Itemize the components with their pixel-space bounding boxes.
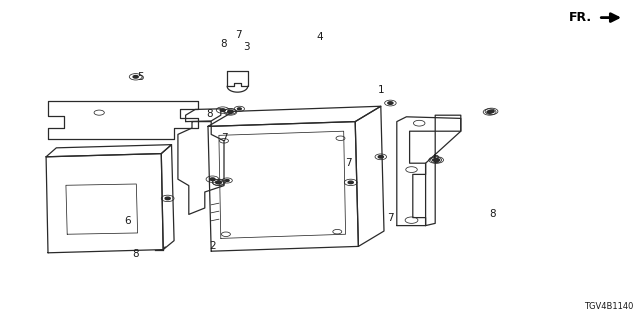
Text: 6: 6 — [125, 216, 131, 226]
Circle shape — [225, 180, 229, 181]
Text: 5: 5 — [138, 72, 144, 82]
Circle shape — [228, 111, 233, 113]
Circle shape — [165, 197, 170, 200]
Circle shape — [487, 111, 492, 113]
Text: TGV4B1140: TGV4B1140 — [584, 302, 634, 311]
Text: 7: 7 — [236, 29, 242, 40]
Text: 8: 8 — [207, 108, 213, 119]
Text: 7: 7 — [346, 158, 352, 168]
Text: 8: 8 — [221, 39, 227, 49]
Text: 8: 8 — [132, 249, 139, 260]
Text: 1: 1 — [378, 84, 384, 95]
Text: 8: 8 — [432, 155, 438, 165]
Circle shape — [228, 110, 233, 113]
Circle shape — [348, 181, 353, 184]
Circle shape — [435, 159, 440, 161]
Text: 4: 4 — [317, 32, 323, 42]
Text: 2: 2 — [209, 241, 216, 251]
Circle shape — [433, 159, 438, 161]
Circle shape — [378, 156, 383, 158]
Text: 7: 7 — [387, 212, 394, 223]
Text: FR.: FR. — [569, 11, 592, 24]
Circle shape — [220, 109, 225, 111]
Text: 8: 8 — [490, 209, 496, 220]
Circle shape — [237, 108, 241, 110]
Circle shape — [216, 181, 221, 184]
Circle shape — [216, 181, 221, 184]
Circle shape — [210, 178, 215, 180]
Text: 3: 3 — [243, 42, 250, 52]
Circle shape — [388, 102, 393, 104]
Text: 7: 7 — [221, 132, 227, 143]
Circle shape — [489, 110, 494, 113]
Circle shape — [133, 76, 138, 78]
